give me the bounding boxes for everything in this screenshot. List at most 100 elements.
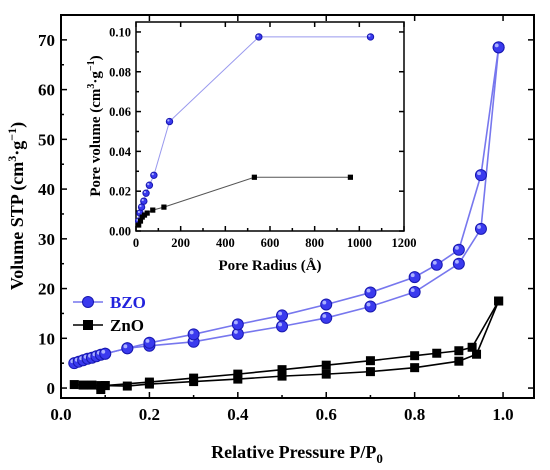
inset-bzo-point <box>140 197 148 205</box>
x-tick-label: 0.8 <box>404 405 425 424</box>
zno-desorption-point <box>189 373 199 383</box>
inset-x-tick-label: 800 <box>305 236 324 250</box>
zno-desorption-point <box>410 351 420 361</box>
legend-zno-marker <box>83 320 93 330</box>
bzo-adsorption-point-highlight <box>322 314 327 318</box>
bzo-desorption-point <box>408 271 421 284</box>
zno-adsorption-point <box>277 371 287 381</box>
bzo-desorption-point <box>430 258 443 271</box>
bzo-desorption-point-highlight <box>432 260 437 265</box>
inset-y-tick-label: 0.02 <box>109 185 131 199</box>
bzo-desorption-point <box>320 298 333 311</box>
bzo-desorption-point <box>121 342 134 355</box>
main-plot: 0.0 0.2 0.4 0.6 0.8 1.0 0 10 20 30 40 50 60 70 <box>38 14 535 424</box>
bzo-adsorption-point <box>320 311 333 324</box>
legend-bzo-label: BZO <box>110 293 146 312</box>
zno-desorption-point <box>96 385 106 395</box>
zno-adsorption-point <box>365 367 375 377</box>
inset-y-tick-label: 0.04 <box>109 145 132 159</box>
inset-bzo-point-highlight <box>143 190 147 194</box>
bzo-adsorption-point <box>364 300 377 313</box>
bzo-desorption-point <box>474 169 487 182</box>
inset-zno-point <box>161 204 167 210</box>
inset-x-axis-title: Pore Radius (Å) <box>218 258 321 274</box>
zno-desorption-point <box>467 342 477 352</box>
bzo-desorption-point-highlight <box>278 311 283 316</box>
zno-adsorption-point <box>410 363 420 373</box>
x-tick-label: 0.0 <box>50 405 71 424</box>
inset-bzo-point-highlight <box>137 210 141 214</box>
inset-y-tick-label: 0.00 <box>109 225 131 239</box>
legend-bzo-marker <box>82 296 94 308</box>
zno-desorption-point <box>233 369 243 379</box>
inset-x-tick-label: 1200 <box>392 236 417 250</box>
bzo-desorption-point-highlight <box>366 288 371 293</box>
bzo-desorption-point <box>99 347 112 360</box>
inset-zno-point <box>141 212 148 218</box>
bzo-desorption-point-highlight <box>477 171 481 176</box>
legend-entry-zno: ZnO <box>73 316 144 335</box>
inset-zno-point <box>150 207 156 213</box>
bzo-desorption-point-highlight <box>455 245 459 250</box>
bzo-desorption-point <box>364 286 377 299</box>
y-tick-label: 20 <box>38 280 55 299</box>
inset-x-tick-label: 0 <box>133 236 139 250</box>
bzo-adsorption-point <box>408 286 421 299</box>
inset-zno-point <box>137 218 144 224</box>
zno-adsorption-point <box>78 380 88 390</box>
inset-bzo-point-highlight <box>151 173 154 176</box>
main-plot-frame <box>60 14 535 399</box>
inset-zno-point <box>347 174 353 180</box>
inset-bzo-point <box>366 33 375 41</box>
bzo-desorption-point-highlight <box>494 43 499 48</box>
zno-adsorption-point <box>321 369 331 379</box>
inset-plot-frame <box>135 21 405 232</box>
main-y-axis-title: Volume STP (cm3·g−1) <box>5 122 28 290</box>
zno-desorption-point <box>144 377 154 387</box>
zno-desorption-point <box>321 360 331 370</box>
main-axis-ticks: 0.0 0.2 0.4 0.6 0.8 1.0 0 10 20 30 40 50 60 70 <box>38 15 534 424</box>
inset-y-axis-title: Pore volume (cm3·g−1) <box>86 55 104 196</box>
inset-zno-point <box>144 210 150 216</box>
inset-x-tick-label: 200 <box>171 236 190 250</box>
bzo-desorption-point-highlight <box>410 273 415 278</box>
bzo-desorption-point-highlight <box>101 349 106 354</box>
x-tick-label: 0.4 <box>227 405 249 424</box>
inset-bzo-point <box>137 203 146 211</box>
inset-plot: 0 200 400 600 800 1000 1200 0.00 0.02 0.04 0.06 0.0… <box>86 21 417 274</box>
zno-desorption-point <box>494 296 504 306</box>
inset-x-tick-label: 600 <box>261 236 280 250</box>
inset-bzo-point-highlight <box>167 119 170 122</box>
bzo-desorption-point <box>492 41 505 54</box>
inset-y-tick-label: 0.06 <box>109 105 131 119</box>
y-tick-label: 60 <box>38 81 55 100</box>
inset-bzo-point <box>165 117 174 126</box>
zno-desorption-point <box>432 348 442 358</box>
bzo-desorption-point-highlight <box>145 338 150 343</box>
inset-x-tick-label: 1000 <box>347 236 372 250</box>
inset-bzo-point <box>255 33 263 41</box>
zno-adsorption-point <box>87 380 97 390</box>
zno-desorption-point <box>277 365 287 375</box>
legend-zno-label: ZnO <box>110 316 144 335</box>
bzo-adsorption-point-highlight <box>455 259 459 264</box>
inset-bzo-point-highlight <box>141 198 144 202</box>
bzo-desorption-point <box>143 336 156 349</box>
bzo-desorption-point-highlight <box>123 344 128 349</box>
inset-series-layer <box>134 33 375 228</box>
bzo-adsorption-point-highlight <box>278 322 283 327</box>
inset-axis-ticks: 0 200 400 600 800 1000 1200 0.00 0.02 0.04 0.06 0.0… <box>109 22 417 250</box>
zno-adsorption-point <box>122 381 132 391</box>
zno-adsorption-point <box>233 374 243 384</box>
bzo-desorption-point-highlight <box>233 320 238 325</box>
inset-y-tick-label: 0.08 <box>109 65 131 79</box>
zno-adsorption-point <box>69 380 79 390</box>
inset-bzo-point-highlight <box>256 34 259 37</box>
inset-bzo-point-highlight <box>147 182 150 186</box>
inset-zno-point <box>136 222 142 228</box>
zno-desorption-point <box>365 356 375 366</box>
y-tick-label: 0 <box>47 379 56 398</box>
y-tick-label: 50 <box>38 130 55 149</box>
inset-zno-point <box>251 174 257 180</box>
